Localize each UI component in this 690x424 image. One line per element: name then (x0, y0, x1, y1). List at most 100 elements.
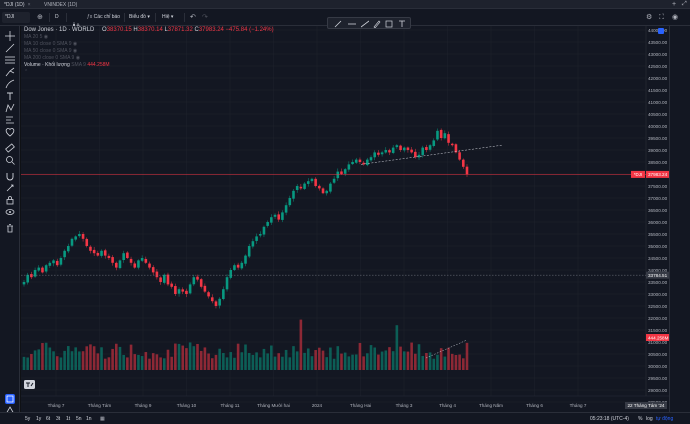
range-5d[interactable]: 5n (76, 416, 82, 422)
candle-body (37, 267, 41, 271)
volume-bar (414, 353, 417, 370)
range-5y[interactable]: 5y (25, 416, 31, 422)
object-tree-icon[interactable] (5, 394, 15, 404)
hide-icon[interactable] (5, 207, 15, 217)
candle-body (318, 185, 321, 189)
range-3m[interactable]: 3t (56, 416, 61, 422)
eye-icon[interactable]: ◉ (72, 48, 78, 54)
candle-body (96, 252, 100, 256)
candle-body (85, 238, 89, 246)
range-1m[interactable]: 1t (66, 416, 71, 422)
range-1d[interactable]: 1n (86, 416, 92, 422)
horizontal-line-icon[interactable] (348, 20, 356, 28)
ray-icon[interactable] (361, 20, 369, 28)
add-symbol-icon[interactable]: ⊕ (37, 14, 43, 21)
magnet-icon[interactable] (5, 171, 15, 181)
eye-icon[interactable]: ◉ (75, 55, 81, 61)
candle-body (74, 236, 77, 240)
ma-row[interactable]: MA 50 close 0 SMA 9 ◉ (24, 48, 274, 55)
trend-line-icon[interactable] (5, 43, 15, 53)
collapse-legend-icon[interactable]: ⌃ (24, 69, 29, 75)
volume-bar (318, 347, 321, 370)
highlighter-icon[interactable] (373, 20, 381, 28)
shapes-icon[interactable] (5, 127, 15, 137)
ma-label: MA 50 close 0 SMA 9 (24, 48, 72, 54)
eye-icon[interactable]: ◉ (72, 41, 78, 47)
log-toggle[interactable]: log (646, 416, 653, 422)
ruler-icon[interactable] (5, 143, 15, 153)
volume-bar (48, 347, 52, 370)
tradingview-logo-icon (24, 380, 35, 389)
volume-bar (199, 350, 203, 370)
volume-bar (192, 346, 196, 370)
candle-body (22, 282, 26, 285)
percent-toggle[interactable]: % (638, 416, 643, 422)
volume-bar (63, 350, 66, 370)
undo-icon[interactable]: ↶ (190, 14, 196, 21)
fullscreen-icon[interactable]: ⛶ (659, 14, 664, 21)
ma-row[interactable]: MA 10 close 0 SMA 9 ◉ (24, 41, 274, 48)
new-tab-icon[interactable]: + (672, 1, 677, 8)
candle-body (67, 246, 70, 252)
chart-menu-button[interactable]: Biểu đồ ▾ (129, 14, 150, 20)
ma-row[interactable]: MA 200 close 0 SMA 9 ◉ (24, 55, 274, 62)
tab-vnindex[interactable]: VNINDEX (1D) (44, 1, 77, 9)
volume-bar (443, 356, 447, 370)
expand-icon[interactable]: ⤢ (682, 1, 687, 7)
volume-legend[interactable]: Volume · Khối lượng SMA 9 444.258M (24, 62, 274, 69)
price-chart[interactable]: 44000.00 43500.00 43000.00 42500.00 42000.00… (21, 26, 669, 417)
template-menu-button[interactable]: Hiệ ▾ (162, 14, 174, 20)
interval-button[interactable]: D (55, 14, 59, 20)
range-1y[interactable]: 1y (36, 416, 42, 422)
chart-area[interactable]: 44000.00 43500.00 43000.00 42500.00 42000.00… (21, 26, 669, 417)
template-menu-label: Hiệ (162, 14, 170, 20)
zoom-icon[interactable] (5, 155, 15, 165)
prediction-icon[interactable] (5, 115, 15, 125)
pen-icon[interactable] (334, 20, 342, 28)
range-6m[interactable]: 6t (46, 416, 51, 422)
tab-dji[interactable]: *DJI (1D) × (4, 1, 30, 9)
auto-toggle[interactable]: tự động (656, 416, 674, 422)
date-range-icon[interactable]: ▦ (100, 416, 105, 422)
eye-icon[interactable]: ◉ (43, 34, 49, 40)
candle-body (63, 250, 66, 258)
candle-body (59, 258, 63, 265)
close-icon[interactable]: × (27, 2, 31, 8)
candle-body (380, 152, 384, 155)
volume-bar (81, 351, 85, 370)
crosshair-icon[interactable] (5, 31, 15, 41)
ma-label: MA 20 5 (24, 34, 43, 40)
clock-time[interactable]: 05:23:18 (UTC-4) (590, 416, 629, 422)
brush-icon[interactable] (5, 79, 15, 89)
volume-bar (96, 353, 100, 370)
candle-body (277, 214, 281, 220)
price-tick-label: 36000.00 (648, 220, 668, 225)
symbol-search-button[interactable]: *DJI (2, 12, 30, 23)
candle-body (55, 260, 59, 266)
text-icon[interactable] (5, 91, 15, 101)
volume-bar (26, 357, 29, 370)
candle-body (336, 171, 340, 179)
camera-icon[interactable]: ◉ (672, 14, 679, 21)
settings-icon[interactable]: ⚙ (646, 14, 653, 21)
ma-row[interactable]: MA 20 5 ◉ (24, 34, 274, 41)
instrument-name[interactable]: Dow Jones · 1D · WORLD (24, 27, 95, 33)
candle-body (233, 265, 236, 270)
rectangle-icon[interactable] (385, 20, 393, 28)
pitchfork-icon[interactable] (5, 67, 15, 77)
volume-bar (225, 357, 229, 370)
volume-bar (428, 352, 432, 370)
volume-bar (329, 347, 332, 370)
text-tool-icon[interactable] (398, 20, 406, 28)
volume-bar (450, 353, 454, 370)
pattern-icon[interactable] (5, 103, 15, 113)
horizontal-lines-icon[interactable] (5, 55, 15, 65)
stay-drawing-icon[interactable] (5, 183, 15, 193)
indicators-button[interactable]: ƒx Các chỉ báo (87, 12, 120, 23)
trash-icon[interactable] (5, 223, 15, 233)
volume-bar (436, 354, 439, 370)
redo-icon[interactable]: ↷ (202, 14, 208, 21)
volume-bar (273, 356, 277, 370)
volume-bar (222, 353, 225, 370)
lock-icon[interactable] (5, 195, 15, 205)
